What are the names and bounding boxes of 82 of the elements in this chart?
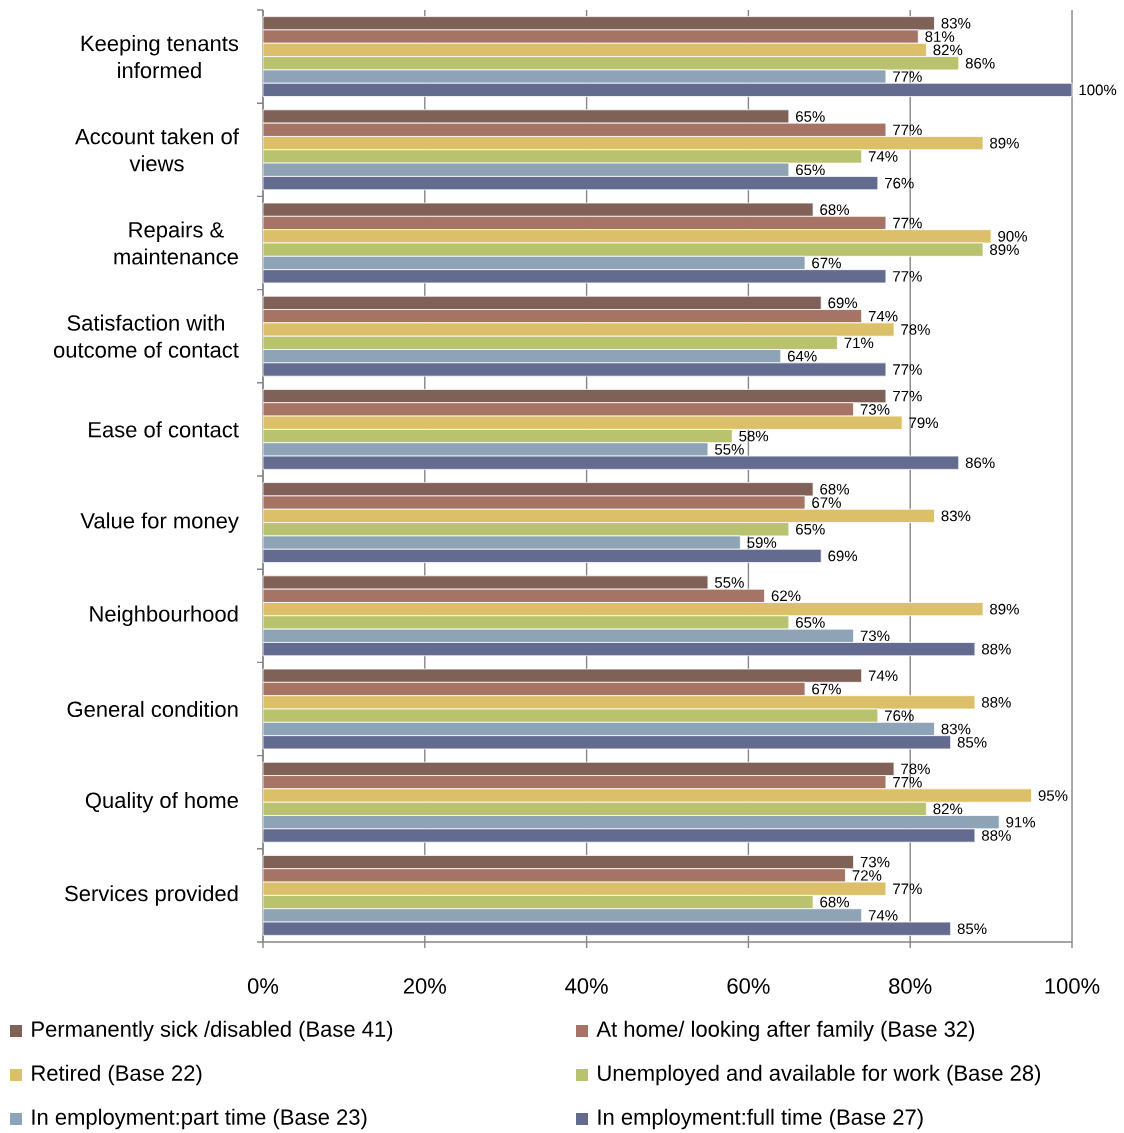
data-label: 72% (852, 870, 882, 881)
data-label: 65% (796, 523, 825, 535)
x-tick-label: 60% (727, 978, 770, 994)
data-label: 64% (787, 350, 817, 362)
data-label: 77% (893, 390, 922, 402)
legend-label: Unemployed and available for work (Base 28) (598, 1064, 1041, 1086)
x-tick-label: 40% (565, 978, 608, 994)
data-label: 85% (957, 923, 987, 935)
legend-label: In employment:full time (Base 27) (598, 1108, 923, 1130)
data-label: 89% (990, 244, 1019, 255)
y-tick-label: Keeping tenants informed (81, 35, 239, 79)
data-label: 88% (981, 643, 1011, 655)
data-label: 69% (828, 550, 858, 562)
data-label: 67% (812, 497, 841, 508)
data-label: 62% (771, 590, 801, 602)
data-label: 89% (990, 137, 1019, 149)
data-label: 79% (909, 417, 938, 429)
data-label: 77% (893, 776, 922, 788)
y-tick-label: Repairs & maintenance (114, 221, 238, 265)
data-label: 65% (796, 617, 825, 628)
x-tick-label: 20% (403, 978, 447, 994)
data-label: 82% (933, 44, 963, 56)
data-label: 77% (893, 364, 922, 375)
data-label: 86% (965, 457, 995, 469)
data-label: 89% (990, 603, 1019, 615)
data-label: 90% (998, 231, 1027, 242)
x-tick-label: 80% (889, 978, 932, 994)
data-label: 77% (893, 71, 922, 82)
data-label: 77% (893, 217, 922, 229)
data-label: 86% (965, 57, 995, 69)
data-label: 83% (941, 17, 971, 29)
x-tick-label: 0% (247, 978, 279, 994)
data-label: 76% (885, 177, 914, 189)
data-label: 83% (941, 510, 971, 522)
y-tick-label: Account taken of views (75, 128, 239, 172)
data-label: 95% (1038, 790, 1068, 801)
data-label: 76% (885, 710, 914, 721)
y-tick-label: General condition (67, 700, 238, 718)
data-label: 58% (739, 430, 769, 442)
data-label: 69% (828, 297, 858, 309)
data-label: 74% (868, 670, 898, 681)
data-label: 78% (901, 324, 930, 335)
legend-label: At home/ looking after family (Base 32) (596, 1020, 975, 1042)
data-label: 67% (812, 683, 841, 695)
data-label: 68% (820, 896, 850, 908)
data-label: 77% (893, 124, 922, 136)
data-label: 74% (868, 310, 898, 322)
y-tick-label: Neighbourhood (90, 605, 238, 627)
data-label: 65% (796, 164, 825, 176)
x-tick-label: 100% (1045, 978, 1100, 994)
data-label: 91% (1006, 816, 1036, 828)
y-tick-label: Satisfaction with outcome of contact (53, 314, 239, 358)
data-label: 73% (860, 630, 890, 642)
data-label: 88% (981, 697, 1011, 708)
data-label: 100% (1079, 84, 1117, 96)
data-label: 59% (747, 537, 777, 548)
data-label: 55% (714, 577, 744, 588)
y-tick-label: Services provided (65, 885, 238, 906)
data-label: 68% (820, 483, 850, 495)
data-label: 68% (820, 204, 850, 215)
legend-label: Permanently sick /disabled (Base 41) (32, 1020, 393, 1042)
data-label: 83% (941, 723, 971, 735)
data-label: 55% (714, 444, 744, 455)
y-tick-label: Value for money (80, 512, 239, 533)
data-label: 67% (812, 257, 841, 269)
data-label: 88% (981, 830, 1011, 841)
data-label: 82% (933, 803, 963, 815)
data-label: 73% (860, 404, 890, 415)
data-label: 85% (957, 737, 987, 748)
data-label: 74% (868, 910, 898, 921)
data-label: 74% (868, 151, 898, 162)
data-label: 77% (893, 271, 922, 282)
legend-label: In employment:part time (Base 23) (32, 1108, 367, 1130)
y-tick-label: Ease of contact (89, 421, 239, 438)
y-tick-label: Quality of home (85, 791, 238, 813)
data-label: 77% (893, 883, 922, 894)
data-label: 81% (925, 31, 955, 42)
data-label: 73% (860, 856, 890, 868)
data-label: 71% (844, 337, 874, 349)
legend-label: Retired (Base 22) (32, 1064, 202, 1086)
data-label: 78% (901, 763, 930, 775)
data-label: 65% (796, 111, 825, 122)
